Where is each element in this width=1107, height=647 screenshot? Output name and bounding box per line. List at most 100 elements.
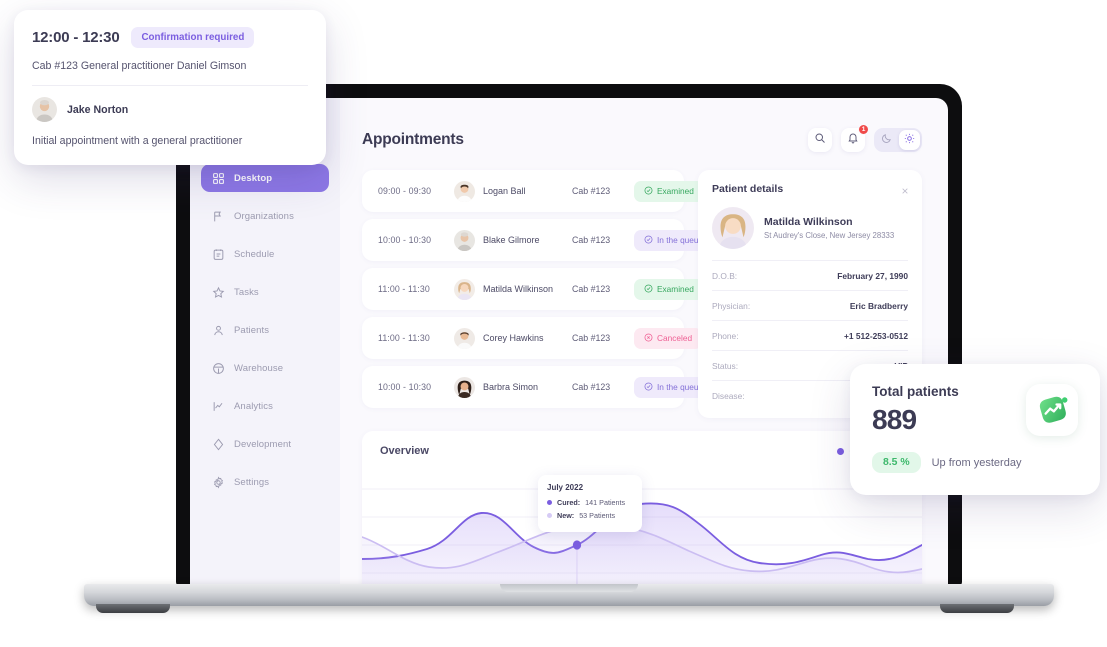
sidebar-item-organizations[interactable]: Organizations (201, 202, 329, 230)
notifications-button[interactable]: 1 (841, 124, 869, 152)
sidebar-item-settings[interactable]: Settings (201, 468, 329, 496)
grid-icon (212, 172, 225, 185)
tooltip-title: July 2022 (547, 483, 584, 492)
x-circle-icon (644, 333, 653, 344)
sidebar-item-warehouse[interactable]: Warehouse (201, 354, 329, 382)
star-icon (212, 286, 225, 299)
table-row[interactable]: 09:00 - 09:30 Logan Ball Cab #123 Examin… (362, 170, 712, 212)
status-label: Examined (657, 186, 694, 196)
status-badge: Canceled (634, 327, 703, 349)
total-patients-value: 889 (872, 404, 917, 435)
appointment-patient-name: Barbra Simon (483, 382, 539, 392)
table-row[interactable]: 11:00 - 11:30 Corey Hawkins Cab #123 Can… (362, 317, 711, 359)
appointment-person: Barbra Simon (454, 376, 572, 398)
avatar (454, 229, 475, 251)
overview-chart-card: Overview Cured patients (362, 431, 922, 586)
avatar (454, 180, 475, 202)
legend-swatch-cured (836, 447, 844, 455)
box-icon (212, 362, 225, 375)
tooltip-row-new: New: 53 Patients (547, 511, 633, 520)
appointment-card-note: Initial appointment with a general pract… (32, 135, 243, 147)
field-value: +1 512-253-0512 (843, 330, 908, 341)
tooltip-cured-label: Cured: (557, 498, 581, 507)
panel-title: Patient details (712, 183, 784, 195)
patient-header: Matilda Wilkinson St Audrey's Close, New… (712, 207, 908, 260)
appointment-person: Corey Hawkins (454, 327, 572, 349)
appointment-person: Logan Ball (454, 180, 572, 202)
avatar (712, 207, 754, 249)
tooltip-new-value: 53 Patients (579, 511, 616, 520)
avatar (32, 97, 57, 122)
field-label: Physician: (712, 300, 751, 311)
tooltip-swatch-new (547, 513, 552, 518)
appointment-card-header: 12:00 - 12:30 Confirmation required (32, 27, 308, 48)
field-label: D.O.B: (712, 270, 738, 281)
close-icon[interactable] (901, 182, 909, 200)
laptop-foot-right (940, 604, 1014, 613)
appointment-patient-name: Blake Gilmore (483, 235, 540, 245)
total-patients-label: Total patients (872, 384, 959, 399)
appointment-patient-name: Logan Ball (483, 186, 526, 196)
total-patients-footer: 8.5 % Up from yesterday (872, 452, 1078, 473)
divider (32, 85, 308, 86)
theme-toggle[interactable] (874, 128, 922, 152)
appointment-person: Matilda Wilkinson (454, 278, 572, 300)
tooltip-row-cured: Cured: 141 Patients (547, 498, 633, 507)
avatar (454, 327, 475, 349)
sidebar-item-label: Organizations (234, 210, 294, 222)
app-topbar: Appointments 1 (362, 124, 922, 152)
appointment-cabinet: Cab #123 (572, 235, 611, 245)
growth-note: Up from yesterday (931, 456, 1022, 469)
status-badge: Examined (634, 278, 704, 300)
patient-name: Matilda Wilkinson (764, 216, 853, 228)
sidebar-item-patients[interactable]: Patients (201, 316, 329, 344)
appointments-and-details: 09:00 - 09:30 Logan Ball Cab #123 Examin… (362, 170, 922, 418)
status-label: In the queue (657, 235, 704, 245)
sidebar-item-development[interactable]: Development (201, 430, 329, 458)
tooltip-swatch-cured (547, 500, 552, 505)
chart-tooltip: July 2022 Cured: 141 Patients New: 53 Pa… (538, 475, 642, 532)
confirmation-badge: Confirmation required (131, 27, 255, 48)
appointment-cabinet: Cab #123 (572, 186, 611, 196)
overview-header: Overview Cured patients (380, 445, 904, 457)
search-button[interactable] (808, 128, 832, 152)
laptop-foot-left (96, 604, 170, 613)
appointment-time: 11:00 - 11:30 (378, 333, 430, 343)
sidebar-item-schedule[interactable]: Schedule (201, 240, 329, 268)
status-label: Canceled (657, 333, 693, 343)
gear-icon (212, 475, 225, 489)
field-value: February 27, 1990 (837, 270, 908, 281)
avatar (454, 278, 475, 300)
patient-field-phone: Phone: +1 512-253-0512 (712, 320, 908, 350)
light-mode-option[interactable] (899, 130, 920, 150)
moon-icon (881, 131, 892, 149)
appointment-time: 09:00 - 09:30 (378, 186, 432, 196)
sidebar-item-tasks[interactable]: Tasks (201, 278, 329, 306)
overview-title: Overview (380, 445, 429, 457)
growth-badge: 8.5 % (872, 452, 921, 473)
tooltip-cured-value: 141 Patients (585, 498, 626, 507)
appointment-cabinet: Cab #123 (572, 382, 611, 392)
avatar (454, 376, 475, 398)
sidebar-item-label: Patients (234, 324, 270, 336)
chart-line-icon (212, 400, 225, 413)
table-row[interactable]: 11:00 - 11:30 Matilda Wilkinson Cab #123… (362, 268, 712, 310)
field-label: Status: (712, 360, 739, 371)
chart-canvas (362, 475, 922, 586)
sidebar-item-desktop[interactable]: Desktop (201, 164, 329, 192)
table-row[interactable]: 10:00 - 10:30 Blake Gilmore Cab #123 In … (362, 219, 722, 261)
appointment-cabinet: Cab #123 (572, 284, 611, 294)
sun-icon (904, 131, 915, 149)
field-value: Eric Bradberry (849, 300, 908, 311)
sidebar-item-label: Desktop (234, 172, 273, 184)
sidebar-item-analytics[interactable]: Analytics (201, 392, 329, 420)
table-row[interactable]: 10:00 - 10:30 Barbra Simon Cab #123 In t… (362, 366, 722, 408)
trending-up-icon (1026, 384, 1078, 436)
patient-field-disease: Disease: (712, 380, 908, 410)
dark-mode-option[interactable] (876, 130, 897, 150)
sidebar-item-label: Tasks (234, 286, 259, 298)
laptop-device: Desktop Organizations Schedule Tasks Pat… (176, 84, 962, 586)
status-badge: Examined (634, 180, 704, 202)
bell-icon (847, 131, 859, 149)
